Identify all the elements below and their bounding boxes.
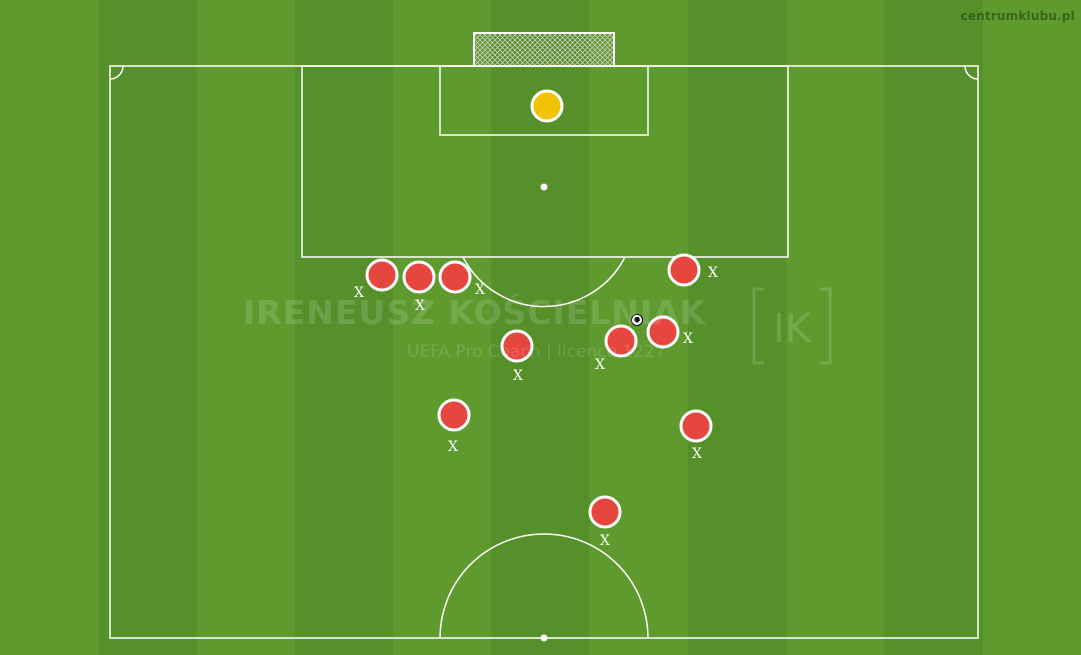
grass-stripe xyxy=(786,0,886,655)
player-icon[interactable] xyxy=(604,324,638,358)
player-icon[interactable] xyxy=(438,260,472,294)
corner-arc-right xyxy=(964,65,979,80)
grass-stripe xyxy=(98,0,198,655)
opponent-mark: X xyxy=(600,533,610,549)
player-icon[interactable] xyxy=(437,398,471,432)
opponent-mark: X xyxy=(513,368,523,384)
watermark-logo: IK xyxy=(752,287,832,365)
grass-stripe xyxy=(393,0,493,655)
opponent-mark: X xyxy=(595,357,605,373)
player-icon[interactable] xyxy=(679,409,713,443)
watermark-logo-text: IK xyxy=(773,306,813,352)
brand-link[interactable]: centrumklubu.pl xyxy=(960,9,1075,23)
opponent-mark: X xyxy=(354,285,364,301)
grass-stripe xyxy=(687,0,788,655)
player-icon[interactable] xyxy=(402,260,436,294)
penalty-spot xyxy=(540,183,548,191)
watermark-name: IRENEUSZ KOŚCIELNIAK xyxy=(243,293,707,332)
opponent-mark: X xyxy=(692,446,702,462)
goalkeeper-icon[interactable] xyxy=(530,89,564,123)
watermark-subtitle: UEFA Pro Coach | licence 1227 xyxy=(407,342,666,362)
grass-stripe xyxy=(294,0,395,655)
opponent-mark: X xyxy=(475,282,485,298)
grass-stripe xyxy=(196,0,296,655)
corner-arc-left xyxy=(109,65,124,80)
grass-stripe xyxy=(884,0,984,655)
player-icon[interactable] xyxy=(365,258,399,292)
penalty-arc xyxy=(462,256,626,308)
opponent-mark: X xyxy=(708,265,718,281)
center-spot xyxy=(540,634,548,642)
opponent-mark: X xyxy=(415,298,425,314)
player-icon[interactable] xyxy=(588,495,622,529)
goal-net xyxy=(473,32,615,67)
player-icon[interactable] xyxy=(646,315,680,349)
opponent-mark: X xyxy=(683,331,693,347)
grass-stripe xyxy=(0,0,100,655)
center-circle xyxy=(439,533,649,639)
players-layer: X X X X X X X X X X xyxy=(354,89,718,549)
grass-stripe xyxy=(982,0,1081,655)
ball-icon[interactable] xyxy=(631,314,643,326)
player-icon[interactable] xyxy=(667,253,701,287)
player-icon[interactable] xyxy=(500,329,534,363)
opponent-mark: X xyxy=(448,439,458,455)
